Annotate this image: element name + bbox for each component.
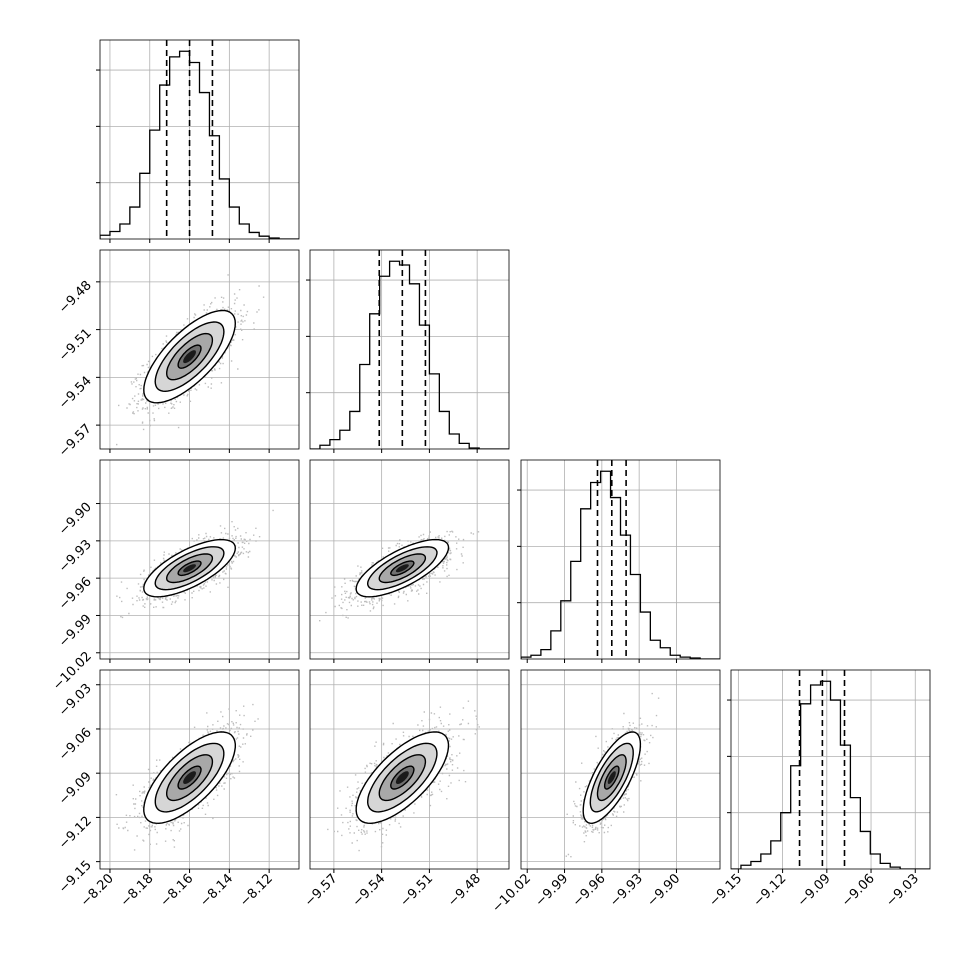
scatter-points bbox=[319, 530, 480, 622]
contour-line bbox=[378, 754, 427, 802]
contour-line bbox=[166, 754, 214, 802]
hist-panel-3 bbox=[727, 669, 931, 873]
x-tick-label: −9.09 bbox=[795, 871, 834, 910]
x-tick-label: −9.57 bbox=[302, 871, 341, 910]
x-tick-label: −9.51 bbox=[397, 871, 436, 910]
density-core bbox=[183, 350, 196, 364]
hist-panel-0 bbox=[96, 39, 300, 243]
density-layer bbox=[327, 700, 480, 852]
scatter-panel-3-2 bbox=[520, 669, 721, 873]
x-tick-label: −8.12 bbox=[237, 871, 276, 910]
density-layer bbox=[116, 509, 274, 619]
scatter-panel-3-1 bbox=[309, 669, 510, 873]
y-tick-label: −9.06 bbox=[56, 725, 95, 764]
panel-frame bbox=[309, 669, 510, 870]
contour-line bbox=[143, 538, 237, 598]
y-tick-label: −9.90 bbox=[56, 500, 95, 539]
contour-line bbox=[154, 742, 225, 813]
contour-line bbox=[154, 321, 225, 393]
x-tick-label: −8.18 bbox=[118, 871, 157, 910]
x-tick-label: −8.16 bbox=[158, 871, 197, 910]
density-core bbox=[395, 564, 409, 573]
contour-line bbox=[355, 731, 450, 825]
panel-frame bbox=[99, 249, 300, 450]
hist-panel-1 bbox=[306, 249, 510, 453]
y-tick-label: −9.99 bbox=[56, 612, 95, 651]
scatter-panel-2-1 bbox=[309, 459, 510, 663]
contour-line bbox=[177, 560, 202, 577]
x-tick-label: −9.96 bbox=[570, 871, 609, 910]
histogram-step bbox=[731, 680, 930, 869]
panel-frame bbox=[520, 459, 721, 660]
y-tick-label: −9.12 bbox=[56, 814, 95, 853]
y-tick-label: −9.54 bbox=[56, 374, 95, 413]
x-tick-label: −10.02 bbox=[489, 871, 534, 916]
x-tick-label: −9.03 bbox=[883, 871, 922, 910]
x-tick-label: −9.99 bbox=[533, 871, 572, 910]
histogram-step bbox=[100, 50, 299, 239]
panel-frame bbox=[730, 669, 931, 870]
contour-line bbox=[165, 553, 214, 584]
density-core bbox=[183, 564, 196, 573]
y-tick-label: −9.96 bbox=[56, 574, 95, 613]
scatter-panel-2-0 bbox=[96, 459, 300, 663]
contour-line bbox=[177, 344, 202, 369]
y-tick-label: −9.09 bbox=[56, 769, 95, 808]
contour-line bbox=[177, 765, 202, 790]
panel-frame bbox=[309, 459, 510, 660]
scatter-points bbox=[327, 700, 480, 852]
density-core bbox=[183, 771, 196, 784]
contour-line bbox=[596, 754, 627, 802]
scatter-panel-3-0 bbox=[96, 669, 300, 873]
x-tick-label: −9.54 bbox=[350, 871, 389, 910]
panel-frame bbox=[99, 39, 300, 240]
x-tick-label: −9.93 bbox=[607, 871, 646, 910]
contour-line bbox=[366, 546, 438, 591]
hist-panel-2 bbox=[517, 459, 721, 663]
y-tick-label: −9.93 bbox=[56, 537, 95, 576]
x-tick-label: −9.12 bbox=[751, 871, 790, 910]
density-core bbox=[395, 771, 409, 784]
contour-line bbox=[378, 553, 427, 584]
scatter-panel-1-0 bbox=[96, 249, 300, 453]
density-layer bbox=[116, 274, 265, 446]
density-layer bbox=[115, 703, 259, 851]
panel-frame bbox=[99, 669, 300, 870]
y-tick-label: −9.57 bbox=[56, 421, 95, 460]
contour-line bbox=[143, 309, 237, 404]
x-tick-label: −9.06 bbox=[839, 871, 878, 910]
y-tick-label: −9.51 bbox=[56, 326, 95, 365]
x-tick-label: −9.90 bbox=[645, 871, 684, 910]
contour-line bbox=[355, 538, 450, 598]
contour-line bbox=[603, 765, 620, 790]
x-tick-label: −9.15 bbox=[706, 871, 745, 910]
density-layer bbox=[319, 530, 480, 622]
density-core bbox=[607, 771, 616, 784]
panel-frame bbox=[309, 249, 510, 450]
contour-line bbox=[165, 332, 214, 381]
x-tick-label: −9.48 bbox=[445, 871, 484, 910]
y-tick-label: −9.48 bbox=[56, 278, 95, 317]
contour-line bbox=[143, 731, 236, 825]
panel-frame bbox=[99, 459, 300, 660]
contour-line bbox=[582, 731, 642, 825]
histogram-step bbox=[521, 470, 720, 659]
density-layer bbox=[565, 692, 660, 858]
contour-line bbox=[154, 546, 225, 591]
panel-frame bbox=[520, 669, 721, 870]
histogram-step bbox=[310, 260, 509, 449]
contour-line bbox=[390, 765, 415, 790]
contour-line bbox=[366, 742, 438, 813]
contour-line bbox=[589, 742, 634, 813]
x-tick-label: −8.14 bbox=[197, 871, 236, 910]
contour-line bbox=[390, 560, 415, 577]
